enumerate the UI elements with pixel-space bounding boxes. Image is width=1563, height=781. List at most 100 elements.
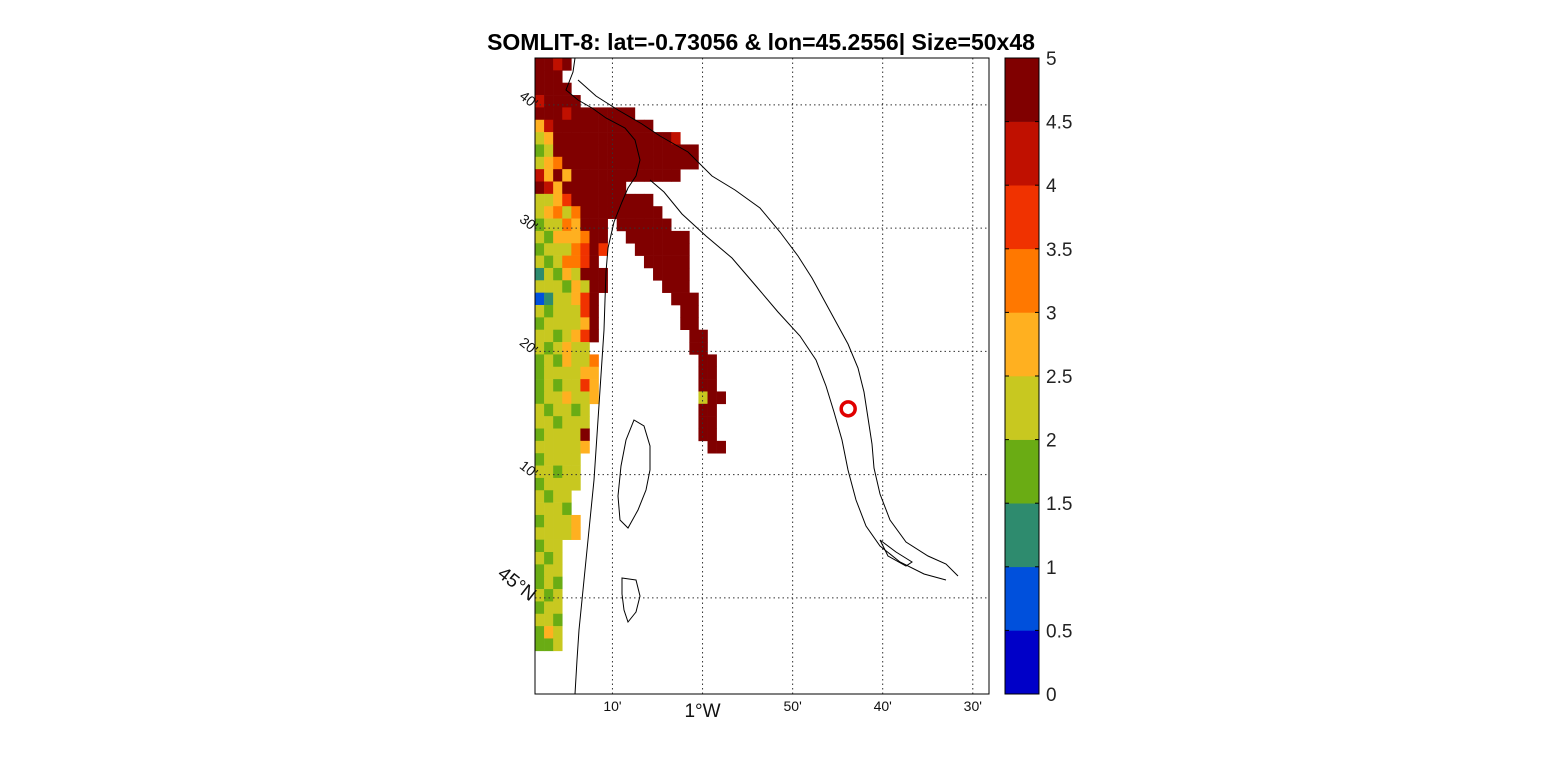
heatmap-cell — [571, 354, 581, 368]
heatmap-cell — [589, 230, 599, 244]
heatmap-cell — [634, 193, 645, 207]
heatmap-cell — [562, 527, 572, 540]
heatmap-cell — [562, 305, 572, 318]
heatmap-cell — [544, 132, 554, 145]
heatmap-cell — [589, 218, 599, 232]
heatmap-cell — [544, 502, 554, 516]
heatmap-cell — [589, 366, 599, 380]
heatmap-cell — [707, 416, 717, 429]
heatmap-cell — [535, 82, 545, 96]
heatmap-cell — [562, 206, 572, 219]
heatmap-cell — [553, 502, 563, 516]
heatmap-cell — [689, 156, 699, 170]
heatmap-cell — [544, 428, 554, 442]
heatmap-cell — [580, 366, 590, 380]
heatmap-cell — [544, 416, 554, 429]
x-tick-label: 10' — [603, 698, 621, 714]
heatmap-cell — [589, 329, 599, 343]
heatmap-cell — [553, 144, 563, 158]
heatmap-cell — [580, 255, 590, 269]
heatmap-cell — [598, 107, 608, 121]
heatmap-cell — [689, 342, 699, 355]
heatmap-cell — [634, 230, 645, 244]
heatmap-cell — [562, 156, 572, 170]
heatmap-cell — [535, 440, 545, 454]
heatmap-cell — [680, 317, 690, 331]
heatmap-cell — [562, 144, 572, 158]
heatmap-cell — [671, 169, 681, 182]
heatmap-cell — [680, 292, 690, 306]
heatmap-cell — [625, 119, 636, 133]
heatmap-cell — [553, 453, 563, 466]
colorbar-swatch — [1005, 439, 1039, 504]
heatmap-cell — [553, 576, 563, 590]
heatmap-cell — [562, 317, 572, 331]
heatmap-cell — [535, 527, 545, 540]
heatmap-cell — [535, 107, 545, 121]
heatmap-cell — [535, 329, 545, 343]
heatmap-cell — [589, 292, 599, 306]
island-1 — [617, 419, 651, 529]
heatmap-cell — [544, 95, 554, 108]
heatmap-cell — [580, 354, 590, 368]
x-tick-label: 1°W — [684, 701, 720, 722]
heatmap-cell — [535, 626, 545, 639]
heatmap-cell — [544, 70, 554, 84]
heatmap-cell — [616, 107, 627, 121]
colorbar-swatch — [1005, 58, 1039, 122]
heatmap-cell — [562, 490, 572, 503]
heatmap-cell — [535, 206, 545, 219]
heatmap-cell — [662, 169, 672, 182]
heatmap-cell — [634, 218, 645, 232]
heatmap-cell — [544, 156, 554, 170]
colorbar-swatch — [1005, 503, 1039, 568]
heatmap-cell — [553, 317, 563, 331]
heatmap-cell — [535, 169, 545, 182]
colorbar-tick-label: 0.5 — [1046, 621, 1072, 642]
heatmap-cell — [607, 193, 618, 207]
heatmap-cell — [544, 465, 554, 479]
heatmap-cell — [553, 539, 563, 553]
heatmap-cell — [643, 218, 654, 232]
heatmap-cell — [544, 613, 554, 627]
x-tick-label: 40' — [874, 698, 892, 714]
heatmap-cell — [535, 453, 545, 466]
heatmap-cell — [544, 267, 554, 281]
heatmap-cell — [716, 391, 726, 405]
heatmap-cell — [535, 502, 545, 516]
heatmap-cell — [553, 490, 563, 503]
heatmap-cell — [562, 329, 572, 343]
heatmap-cell — [544, 82, 554, 96]
heatmap-cell — [698, 428, 708, 442]
heatmap-cell — [598, 243, 608, 256]
heatmap-cell — [535, 391, 545, 405]
heatmap-cell — [535, 230, 545, 244]
x-tick-label: 30' — [964, 698, 982, 714]
colorbar-tick-label: 5 — [1046, 49, 1057, 70]
heatmap-cell — [535, 552, 545, 565]
heatmap-cell — [562, 255, 572, 269]
heatmap-cell — [598, 169, 608, 182]
heatmap-cell — [598, 267, 608, 281]
heatmap-cell — [571, 342, 581, 355]
heatmap-cell — [643, 243, 654, 256]
heatmap-cell — [580, 144, 590, 158]
heatmap-cell — [653, 218, 663, 232]
heatmap-cell — [643, 156, 654, 170]
heatmap-cell — [671, 280, 681, 293]
heatmap-cell — [571, 95, 581, 108]
heatmap-cell — [544, 255, 554, 269]
heatmap-cell — [535, 280, 545, 293]
heatmap-cell — [580, 156, 590, 170]
heatmap-cell — [707, 354, 717, 368]
colorbar-tick-label: 1.5 — [1046, 494, 1072, 515]
heatmap-cell — [589, 379, 599, 392]
heatmap-cell — [535, 70, 545, 84]
heatmap-cell — [653, 243, 663, 256]
gridlines — [535, 58, 989, 694]
heatmap-cell — [535, 305, 545, 318]
heatmap-cell — [698, 379, 708, 392]
heatmap-cell — [535, 317, 545, 331]
heatmap-cell — [698, 403, 708, 417]
heatmap-cell — [553, 527, 563, 540]
